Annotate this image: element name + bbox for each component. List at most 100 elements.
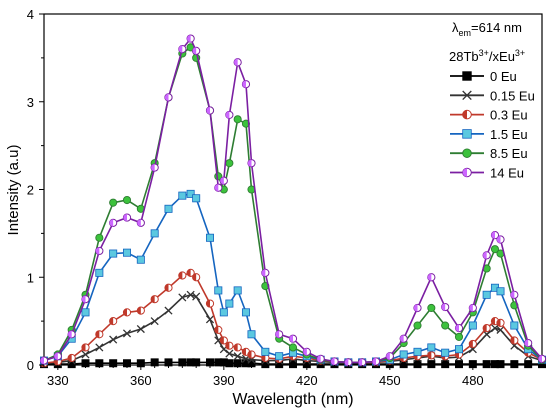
plot-frame [43, 13, 543, 366]
x-tick-label-390: 390 [213, 373, 235, 388]
data-point [178, 293, 187, 302]
data-point [344, 358, 353, 367]
data-point [225, 159, 234, 168]
legend-label-0: 0 Eu [490, 69, 517, 84]
data-point [67, 353, 76, 363]
data-point [482, 290, 491, 299]
data-point [225, 349, 234, 358]
data-point [233, 58, 242, 67]
legend-marker [462, 129, 472, 139]
data-point [53, 352, 62, 361]
data-point [490, 324, 500, 333]
x-tick-label-420: 420 [296, 373, 318, 388]
data-point [81, 308, 90, 317]
data-point [205, 358, 214, 367]
data-point [468, 303, 477, 313]
legend-label-1: 0.15 Eu [490, 88, 535, 103]
data-point [214, 286, 223, 295]
data-point [454, 332, 464, 341]
data-point [241, 308, 250, 317]
data-point [164, 358, 173, 367]
data-point [150, 317, 159, 326]
data-point [219, 176, 228, 185]
x-tick-label-480: 480 [462, 373, 484, 388]
data-point [496, 287, 505, 296]
data-point [399, 334, 408, 343]
data-point [496, 318, 505, 327]
data-point [225, 359, 234, 368]
data-point [490, 245, 500, 254]
legend: 0 Eu 0.15 Eu 0.3 Eu 1.5 Eu 8.5 Eu 14 Eu [450, 69, 535, 181]
data-point [510, 290, 519, 299]
data-point [214, 325, 223, 334]
data-point [136, 324, 145, 334]
data-point [164, 93, 173, 102]
data-point [427, 273, 436, 282]
y-tick-label-3: 3 [27, 95, 34, 110]
data-point [441, 302, 450, 312]
data-point [241, 80, 251, 89]
data-point [225, 299, 234, 308]
legend-label-4: 8.5 Eu [490, 146, 528, 161]
data-point [233, 343, 242, 352]
data-point [233, 286, 242, 295]
data-point [178, 358, 187, 367]
data-point [427, 303, 436, 313]
data-point [81, 295, 90, 304]
data-point [122, 213, 132, 222]
legend-item-0: 0 Eu [450, 69, 517, 84]
data-point [95, 246, 104, 256]
legend-item-3: 1.5 Eu [450, 127, 528, 142]
data-point [225, 341, 234, 350]
data-point [316, 354, 325, 363]
legend-label-2: 0.3 Eu [490, 108, 528, 123]
data-point [385, 352, 394, 361]
legend-label-3: 1.5 Eu [490, 127, 528, 142]
data-point [441, 348, 450, 357]
x-tick-label-330: 330 [47, 373, 69, 388]
data-point [288, 334, 298, 343]
y-tick-label-0: 0 [27, 358, 34, 373]
data-point [261, 268, 270, 277]
legend-marker [462, 90, 472, 101]
data-point [205, 233, 214, 242]
data-point [233, 115, 242, 124]
legend-label-5: 14 Eu [490, 166, 524, 181]
data-point [330, 357, 339, 366]
legend-item-5: 14 Eu [450, 166, 524, 181]
data-point [247, 350, 256, 359]
legend-title: 28Tb3+/xEu3+ [449, 48, 525, 64]
data-point [233, 352, 242, 361]
data-point [490, 231, 500, 240]
y-tick-label-2: 2 [27, 183, 34, 198]
data-point [482, 324, 491, 333]
data-point [150, 358, 159, 367]
data-point [81, 350, 90, 359]
data-point [427, 351, 436, 360]
data-point [178, 191, 187, 200]
y-axis-label: Intensity (a.u) [5, 145, 22, 236]
data-point [468, 321, 477, 330]
annotation-lambda: λ [452, 20, 459, 35]
data-point [122, 308, 132, 317]
data-point [150, 229, 159, 238]
data-point [288, 343, 298, 352]
data-point [427, 343, 436, 352]
data-point [122, 329, 132, 338]
data-point [186, 290, 195, 299]
data-point [214, 183, 223, 192]
data-point [219, 308, 228, 317]
data-point [537, 354, 547, 363]
data-point [95, 268, 104, 277]
data-point [192, 194, 201, 203]
data-point [524, 338, 533, 348]
data-point [275, 352, 284, 361]
legend-title-a-sup: 3+ [479, 48, 489, 58]
legend-item-1: 0.15 Eu [450, 88, 535, 103]
data-point [496, 235, 505, 244]
x-tick-label-360: 360 [130, 373, 152, 388]
data-point [205, 106, 215, 115]
y-tick-label-4: 4 [27, 7, 34, 22]
data-point [247, 159, 256, 168]
